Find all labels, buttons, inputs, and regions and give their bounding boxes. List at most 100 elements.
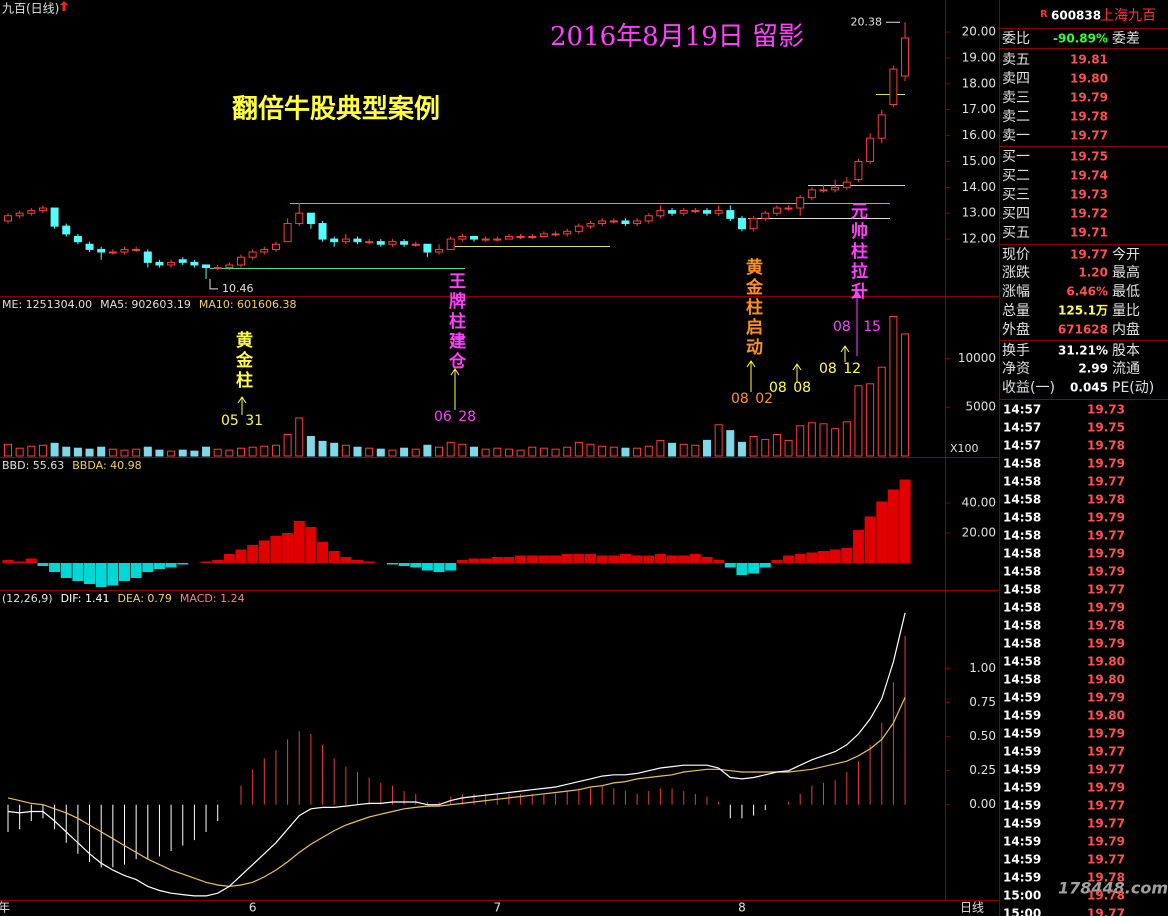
- bbd-bar: [223, 554, 235, 563]
- tick-time: 14:58: [1003, 547, 1041, 561]
- volume-bar: [97, 446, 106, 457]
- volume-bar: [528, 446, 537, 457]
- candle-body: [295, 212, 304, 225]
- chart-title: 2016年8月19日 留影: [550, 22, 804, 52]
- chart-header: 九百(日线): [2, 2, 59, 16]
- candle-body: [470, 235, 478, 240]
- arrow-head: [852, 289, 862, 299]
- volume-bar: [761, 438, 770, 457]
- volume-bar: [458, 443, 467, 457]
- high-label: 20.38: [851, 15, 883, 28]
- volume-bar: [85, 448, 94, 457]
- bbd-bar: [433, 563, 445, 572]
- annotation-text: 王牌柱建仓: [445, 272, 465, 372]
- volume-bar: [50, 442, 59, 457]
- book-label: 买四: [1002, 206, 1030, 222]
- y-tick-label: 17.00: [962, 102, 996, 116]
- bbd-bar: [340, 557, 352, 563]
- book-price: 19.75: [1070, 150, 1108, 164]
- volume-bar: [295, 417, 304, 457]
- volume-bar: [574, 441, 583, 457]
- bbd-bar: [305, 527, 317, 563]
- candle-body: [400, 241, 409, 245]
- book-label: 买五: [1002, 225, 1030, 241]
- volume-bar: [248, 446, 257, 457]
- volume-bar: [4, 443, 12, 457]
- candle-body: [668, 210, 677, 214]
- candle-body: [481, 238, 490, 241]
- candle-body: [73, 235, 82, 243]
- volume-bar: [737, 441, 746, 457]
- tick-price: 19.77: [1087, 853, 1125, 867]
- bbd-bar: [619, 554, 631, 563]
- candle-body: [586, 223, 595, 227]
- bbd-bar: [503, 557, 515, 563]
- x-tick-label: 6: [249, 901, 257, 915]
- volume-bar: [749, 435, 758, 457]
- stat-label: 今开: [1112, 247, 1140, 263]
- volume-bar: [283, 434, 292, 457]
- volume-bar: [877, 366, 886, 457]
- bbd-bar: [153, 563, 165, 569]
- candle-body: [423, 243, 432, 253]
- bbd-bar: [631, 555, 643, 563]
- volume-bar: [108, 448, 117, 457]
- bbd-bar: [666, 555, 678, 563]
- book-price: 19.79: [1070, 91, 1108, 105]
- quote-value: -90.89%: [1053, 32, 1108, 46]
- candle-body: [120, 248, 129, 253]
- candle-body: [726, 210, 735, 219]
- volume-bar: [178, 449, 187, 457]
- candle-body: [38, 207, 47, 212]
- candle-body: [796, 197, 805, 209]
- volume-bar: [237, 447, 245, 457]
- tick-time: 14:58: [1003, 583, 1041, 597]
- tick-time: 14:58: [1003, 565, 1041, 579]
- volume-bar: [551, 448, 560, 457]
- candle-body: [714, 210, 723, 214]
- bbd-bar: [60, 563, 72, 578]
- bbd-bar: [212, 560, 224, 563]
- stat-label: 量比: [1112, 303, 1140, 319]
- candle-body: [761, 212, 770, 219]
- bbd-bar: [165, 563, 177, 568]
- bbd-bar: [736, 563, 748, 575]
- stat-label: 外盘: [1002, 321, 1030, 338]
- tick-time: 14:58: [1003, 673, 1041, 687]
- y-tick-label: 20.00: [962, 25, 996, 39]
- volume-bar: [714, 424, 723, 457]
- period-label: 日线: [960, 901, 984, 915]
- stat-value: 2.99: [1078, 362, 1108, 376]
- bbd-bar: [72, 563, 84, 581]
- book-label: 卖二: [1002, 109, 1030, 125]
- tick-time: 14:59: [1003, 709, 1041, 723]
- tick-price: 19.75: [1087, 421, 1125, 435]
- tick-price: 19.80: [1087, 673, 1125, 687]
- x-tick-label: 8: [738, 901, 746, 915]
- candle-body: [306, 212, 315, 225]
- bbd-bar: [480, 558, 492, 563]
- candle-body: [271, 243, 280, 250]
- stat-label: 最高: [1112, 264, 1140, 281]
- annotation-date: 08 15: [832, 319, 882, 335]
- y-tick-label: 0.50: [969, 729, 996, 743]
- candle-body: [598, 220, 607, 225]
- arrow-head: [746, 360, 756, 368]
- candle-body: [225, 264, 234, 269]
- candle-body: [213, 267, 222, 270]
- stat-label: 净资: [1002, 361, 1030, 377]
- tick-time: 14:58: [1003, 529, 1041, 543]
- candle-body: [819, 189, 828, 192]
- candle-body: [493, 238, 502, 241]
- volume-bar: [539, 447, 548, 457]
- volume-bar: [796, 425, 805, 457]
- tick-price: 19.79: [1087, 835, 1125, 849]
- volume-bar: [644, 445, 653, 457]
- annotation-date: 08 08: [768, 380, 812, 396]
- volume-bar: [260, 445, 269, 457]
- volume-bar: [866, 383, 875, 457]
- candle-body: [842, 181, 851, 188]
- bbd-bar: [49, 563, 61, 572]
- x-tick-label: 年: [0, 901, 10, 915]
- volume-bar: [516, 449, 525, 457]
